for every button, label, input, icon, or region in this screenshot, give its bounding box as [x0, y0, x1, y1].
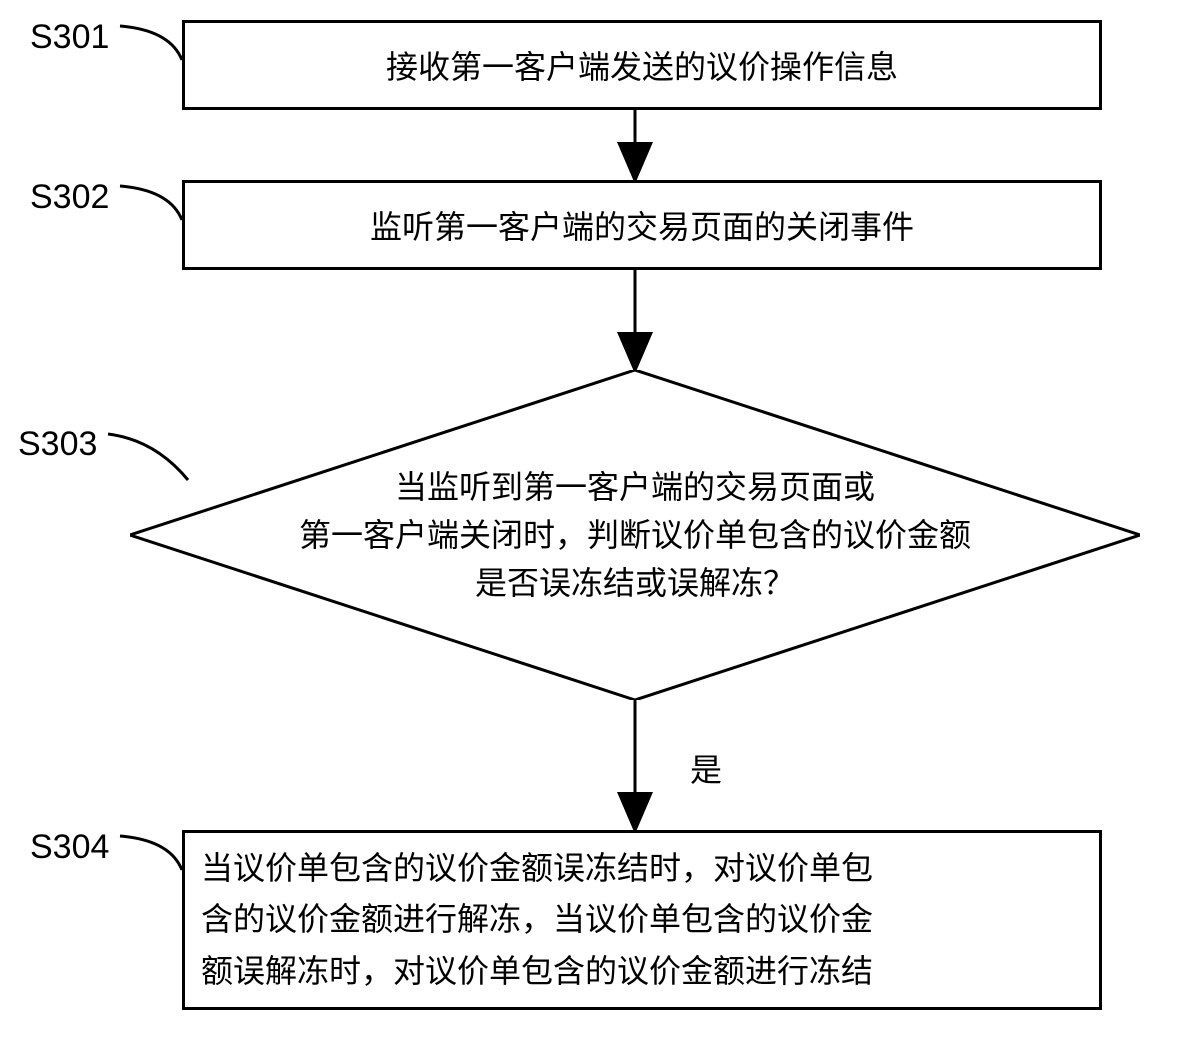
step-s303-line3: 是否误冻结或误解冻？ — [240, 559, 1030, 607]
step-s303-text: 当监听到第一客户端的交易页面或 第一客户端关闭时，判断议价单包含的议价金额 是否… — [130, 463, 1140, 607]
step-s302-text: 监听第一客户端的交易页面的关闭事件 — [370, 202, 914, 248]
step-s304-text: 当议价单包含的议价金额误冻结时，对议价单包 含的议价金额进行解冻，当议价单包含的… — [201, 843, 873, 997]
step-s303-line2: 第一客户端关闭时，判断议价单包含的议价金额 — [240, 511, 1030, 559]
flowchart-canvas: 接收第一客户端发送的议价操作信息 S301 监听第一客户端的交易页面的关闭事件 … — [0, 0, 1184, 1041]
step-s304: 当议价单包含的议价金额误冻结时，对议价单包 含的议价金额进行解冻，当议价单包含的… — [182, 830, 1102, 1010]
step-s303: 当监听到第一客户端的交易页面或 第一客户端关闭时，判断议价单包含的议价金额 是否… — [130, 370, 1140, 700]
step-s302-id: S302 — [30, 178, 109, 217]
step-s304-line2: 含的议价金额进行解冻，当议价单包含的议价金 — [201, 894, 873, 945]
edge-label-yes: 是 — [690, 745, 722, 791]
step-s304-line3: 额误解冻时，对议价单包含的议价金额进行冻结 — [201, 946, 873, 997]
step-s303-line1: 当监听到第一客户端的交易页面或 — [240, 463, 1030, 511]
step-s304-id: S304 — [30, 828, 109, 867]
step-s301-id: S301 — [30, 18, 109, 57]
label-curve-s302 — [120, 186, 182, 220]
step-s303-id: S303 — [18, 425, 97, 464]
step-s301-text: 接收第一客户端发送的议价操作信息 — [386, 42, 898, 88]
step-s302: 监听第一客户端的交易页面的关闭事件 — [182, 180, 1102, 270]
step-s301: 接收第一客户端发送的议价操作信息 — [182, 20, 1102, 110]
step-s304-line1: 当议价单包含的议价金额误冻结时，对议价单包 — [201, 843, 873, 894]
label-curve-s304 — [120, 836, 182, 870]
label-curve-s301 — [120, 26, 182, 60]
